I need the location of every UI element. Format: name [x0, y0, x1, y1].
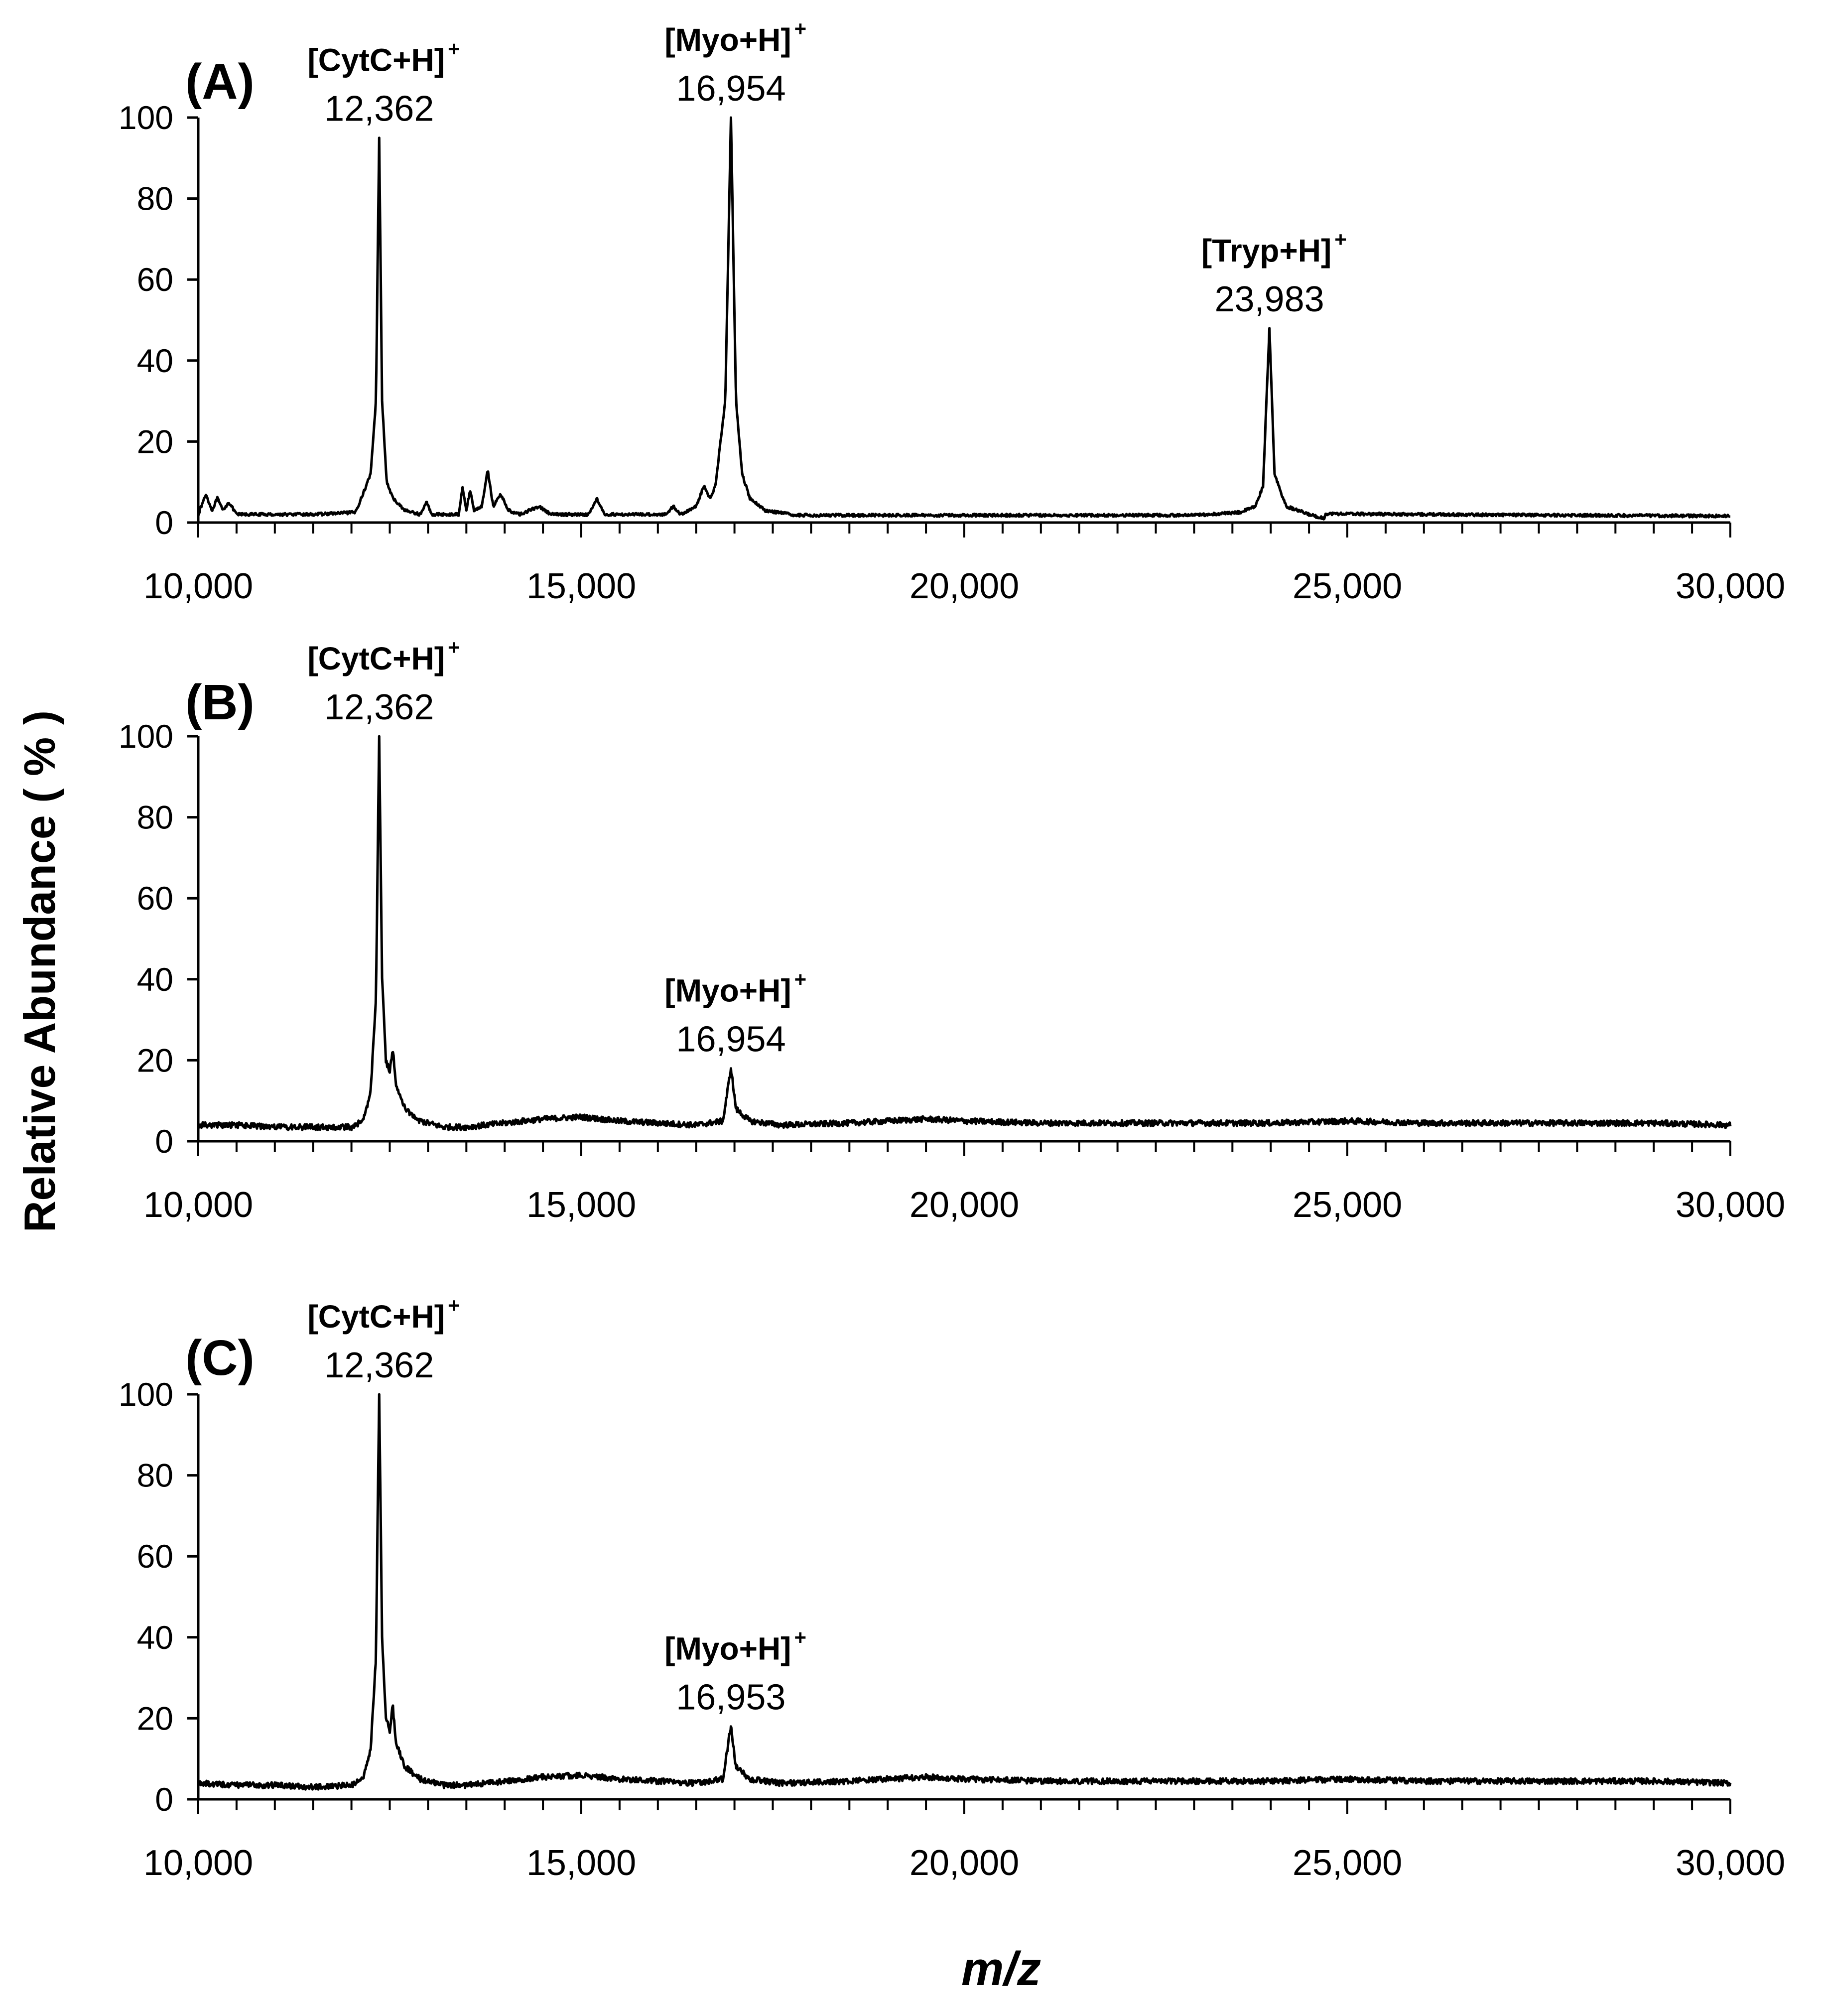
y-tick-label: 100 — [119, 99, 173, 136]
y-tick-label: 20 — [137, 423, 173, 460]
x-tick-label: 10,000 — [143, 566, 253, 606]
y-tick-label: 40 — [137, 961, 173, 998]
spectrum-panel-1: 0 20 40 60 80 100 10,000 15,000 20,000 25,000 30,0… — [119, 17, 1785, 606]
spectrum-panel-2: 0 20 40 60 80 100 10,000 15,000 20,000 25,000 30,0… — [119, 636, 1785, 1225]
x-tick-label: 25,000 — [1293, 1185, 1402, 1225]
x-tick-label: 20,000 — [910, 566, 1019, 606]
peak-ion-label: [Myo+H] — [664, 973, 791, 1009]
peak-charge-label: + — [794, 968, 807, 991]
panel-label: (C) — [185, 1330, 255, 1386]
panel-label: (A) — [185, 54, 255, 110]
spectrum-trace — [197, 735, 1732, 1131]
x-tick-label: 10,000 — [143, 1185, 253, 1225]
peak-charge-label: + — [794, 1626, 807, 1649]
peak-ion-label: [CytC+H] — [307, 1299, 445, 1335]
y-tick-label: 80 — [137, 180, 173, 217]
peak-mz-label: 12,362 — [324, 687, 434, 727]
peak-mz-label: 16,954 — [676, 69, 785, 109]
y-tick-label: 20 — [137, 1700, 173, 1737]
x-axis-title: m/z — [961, 1942, 1041, 1996]
peak-ion-label: [Myo+H] — [664, 1631, 791, 1667]
panels-group: 0 20 40 60 80 100 10,000 15,000 20,000 25,000 30,0… — [119, 17, 1785, 1883]
y-tick-label: 100 — [119, 718, 173, 755]
y-tick-label: 20 — [137, 1042, 173, 1078]
y-tick-label: 80 — [137, 799, 173, 836]
y-tick-label: 60 — [137, 1538, 173, 1575]
peak-ion-label: [CytC+H] — [307, 641, 445, 676]
y-tick-label: 40 — [137, 1619, 173, 1656]
peak-ion-label: [Myo+H] — [664, 22, 791, 58]
y-tick-label: 60 — [137, 880, 173, 917]
x-tick-label: 30,000 — [1676, 1843, 1785, 1883]
x-tick-label: 10,000 — [143, 1843, 253, 1883]
peak-charge-label: + — [448, 636, 460, 659]
x-tick-label: 30,000 — [1676, 1185, 1785, 1225]
peak-ion-label: [Tryp+H] — [1201, 233, 1331, 269]
x-tick-label: 15,000 — [526, 1843, 636, 1883]
y-tick-label: 0 — [155, 1123, 173, 1160]
spectrum-trace — [197, 116, 1731, 521]
x-tick-label: 25,000 — [1293, 566, 1402, 606]
y-tick-label: 80 — [137, 1457, 173, 1494]
spectrum-panel-3: 0 20 40 60 80 100 10,000 15,000 20,000 25,000 30,0… — [119, 1294, 1785, 1883]
x-tick-label: 20,000 — [910, 1843, 1019, 1883]
x-tick-label: 20,000 — [910, 1185, 1019, 1225]
y-tick-label: 0 — [155, 1781, 173, 1818]
peak-charge-label: + — [1334, 228, 1347, 251]
x-tick-label: 30,000 — [1676, 566, 1785, 606]
x-tick-label: 15,000 — [526, 566, 636, 606]
peak-mz-label: 12,362 — [324, 1345, 434, 1385]
spectrum-trace — [197, 1393, 1732, 1791]
peak-mz-label: 23,983 — [1214, 279, 1324, 319]
peak-charge-label: + — [448, 1294, 460, 1317]
peak-ion-label: [CytC+H] — [307, 42, 445, 78]
panel-label: (B) — [185, 674, 255, 730]
peak-charge-label: + — [794, 17, 807, 40]
y-tick-label: 40 — [137, 342, 173, 379]
y-tick-label: 0 — [155, 504, 173, 541]
peak-mz-label: 16,953 — [676, 1678, 785, 1718]
peak-mz-label: 16,954 — [676, 1020, 785, 1060]
peak-mz-label: 12,362 — [324, 89, 434, 129]
x-tick-label: 25,000 — [1293, 1843, 1402, 1883]
y-tick-label: 100 — [119, 1376, 173, 1413]
x-tick-label: 15,000 — [526, 1185, 636, 1225]
peak-charge-label: + — [448, 37, 460, 61]
y-axis-title: Relative Abundance ( % ) — [15, 710, 64, 1232]
y-tick-label: 60 — [137, 261, 173, 298]
